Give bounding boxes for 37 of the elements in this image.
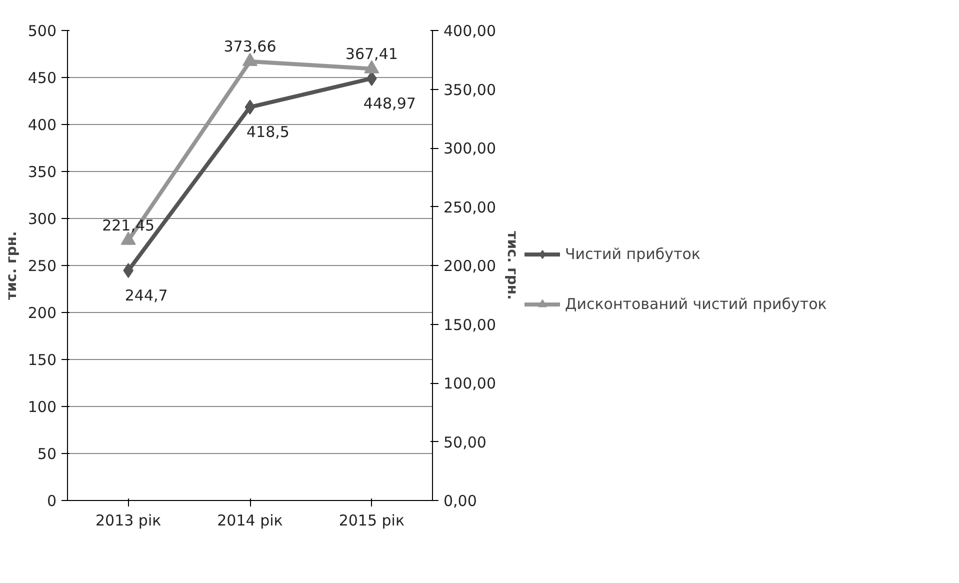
y-tick-label: 350 [28,163,57,181]
x-tick-label: 2015 рік [338,512,405,530]
y-axis-title: тис. грн. [4,231,20,300]
y2-tick-label: 100,00 [444,374,496,392]
data-label: 373,66 [224,37,276,56]
y-tick-label: 100 [28,398,57,416]
point [242,52,258,66]
data-label: 244,7 [124,286,168,304]
x-tick-label: 2014 рік [217,512,283,530]
y-tick-label: 450 [28,69,57,87]
y2-tick-label: 50,00 [444,433,486,452]
point [120,232,136,245]
y2-tick-label: 150,00 [444,316,496,334]
y-tick-label: 0 [46,492,57,510]
point [364,60,380,74]
y-tick-label: 250 [28,257,57,275]
legend-label: Дисконтований чистий прибуток [565,295,827,313]
y2-axis-title: тис. грн. [504,231,520,300]
data-label: 418,5 [246,123,290,142]
y2-tick-label: 0,00 [444,492,477,510]
data-label: 448,97 [363,94,416,112]
y-tick-label: 50 [37,445,57,463]
data-label: 221,45 [102,216,155,234]
y-tick-label: 400 [28,116,57,134]
y2-tick-label: 400,00 [444,22,496,40]
data-label: 367,41 [345,44,398,63]
y-tick-label: 300 [28,210,57,228]
x-tick-label: 2013 рік [95,512,162,530]
y2-tick-label: 300,00 [444,140,496,158]
legend-label: Чистий прибуток [565,245,700,263]
y-tick-label: 150 [28,351,57,369]
y-tick-label: 500 [28,22,57,40]
point [244,100,256,115]
y-tick-label: 200 [28,304,57,322]
y2-tick-label: 200,00 [444,257,496,275]
y2-tick-label: 350,00 [444,80,496,99]
y2-tick-label: 250,00 [444,198,496,216]
